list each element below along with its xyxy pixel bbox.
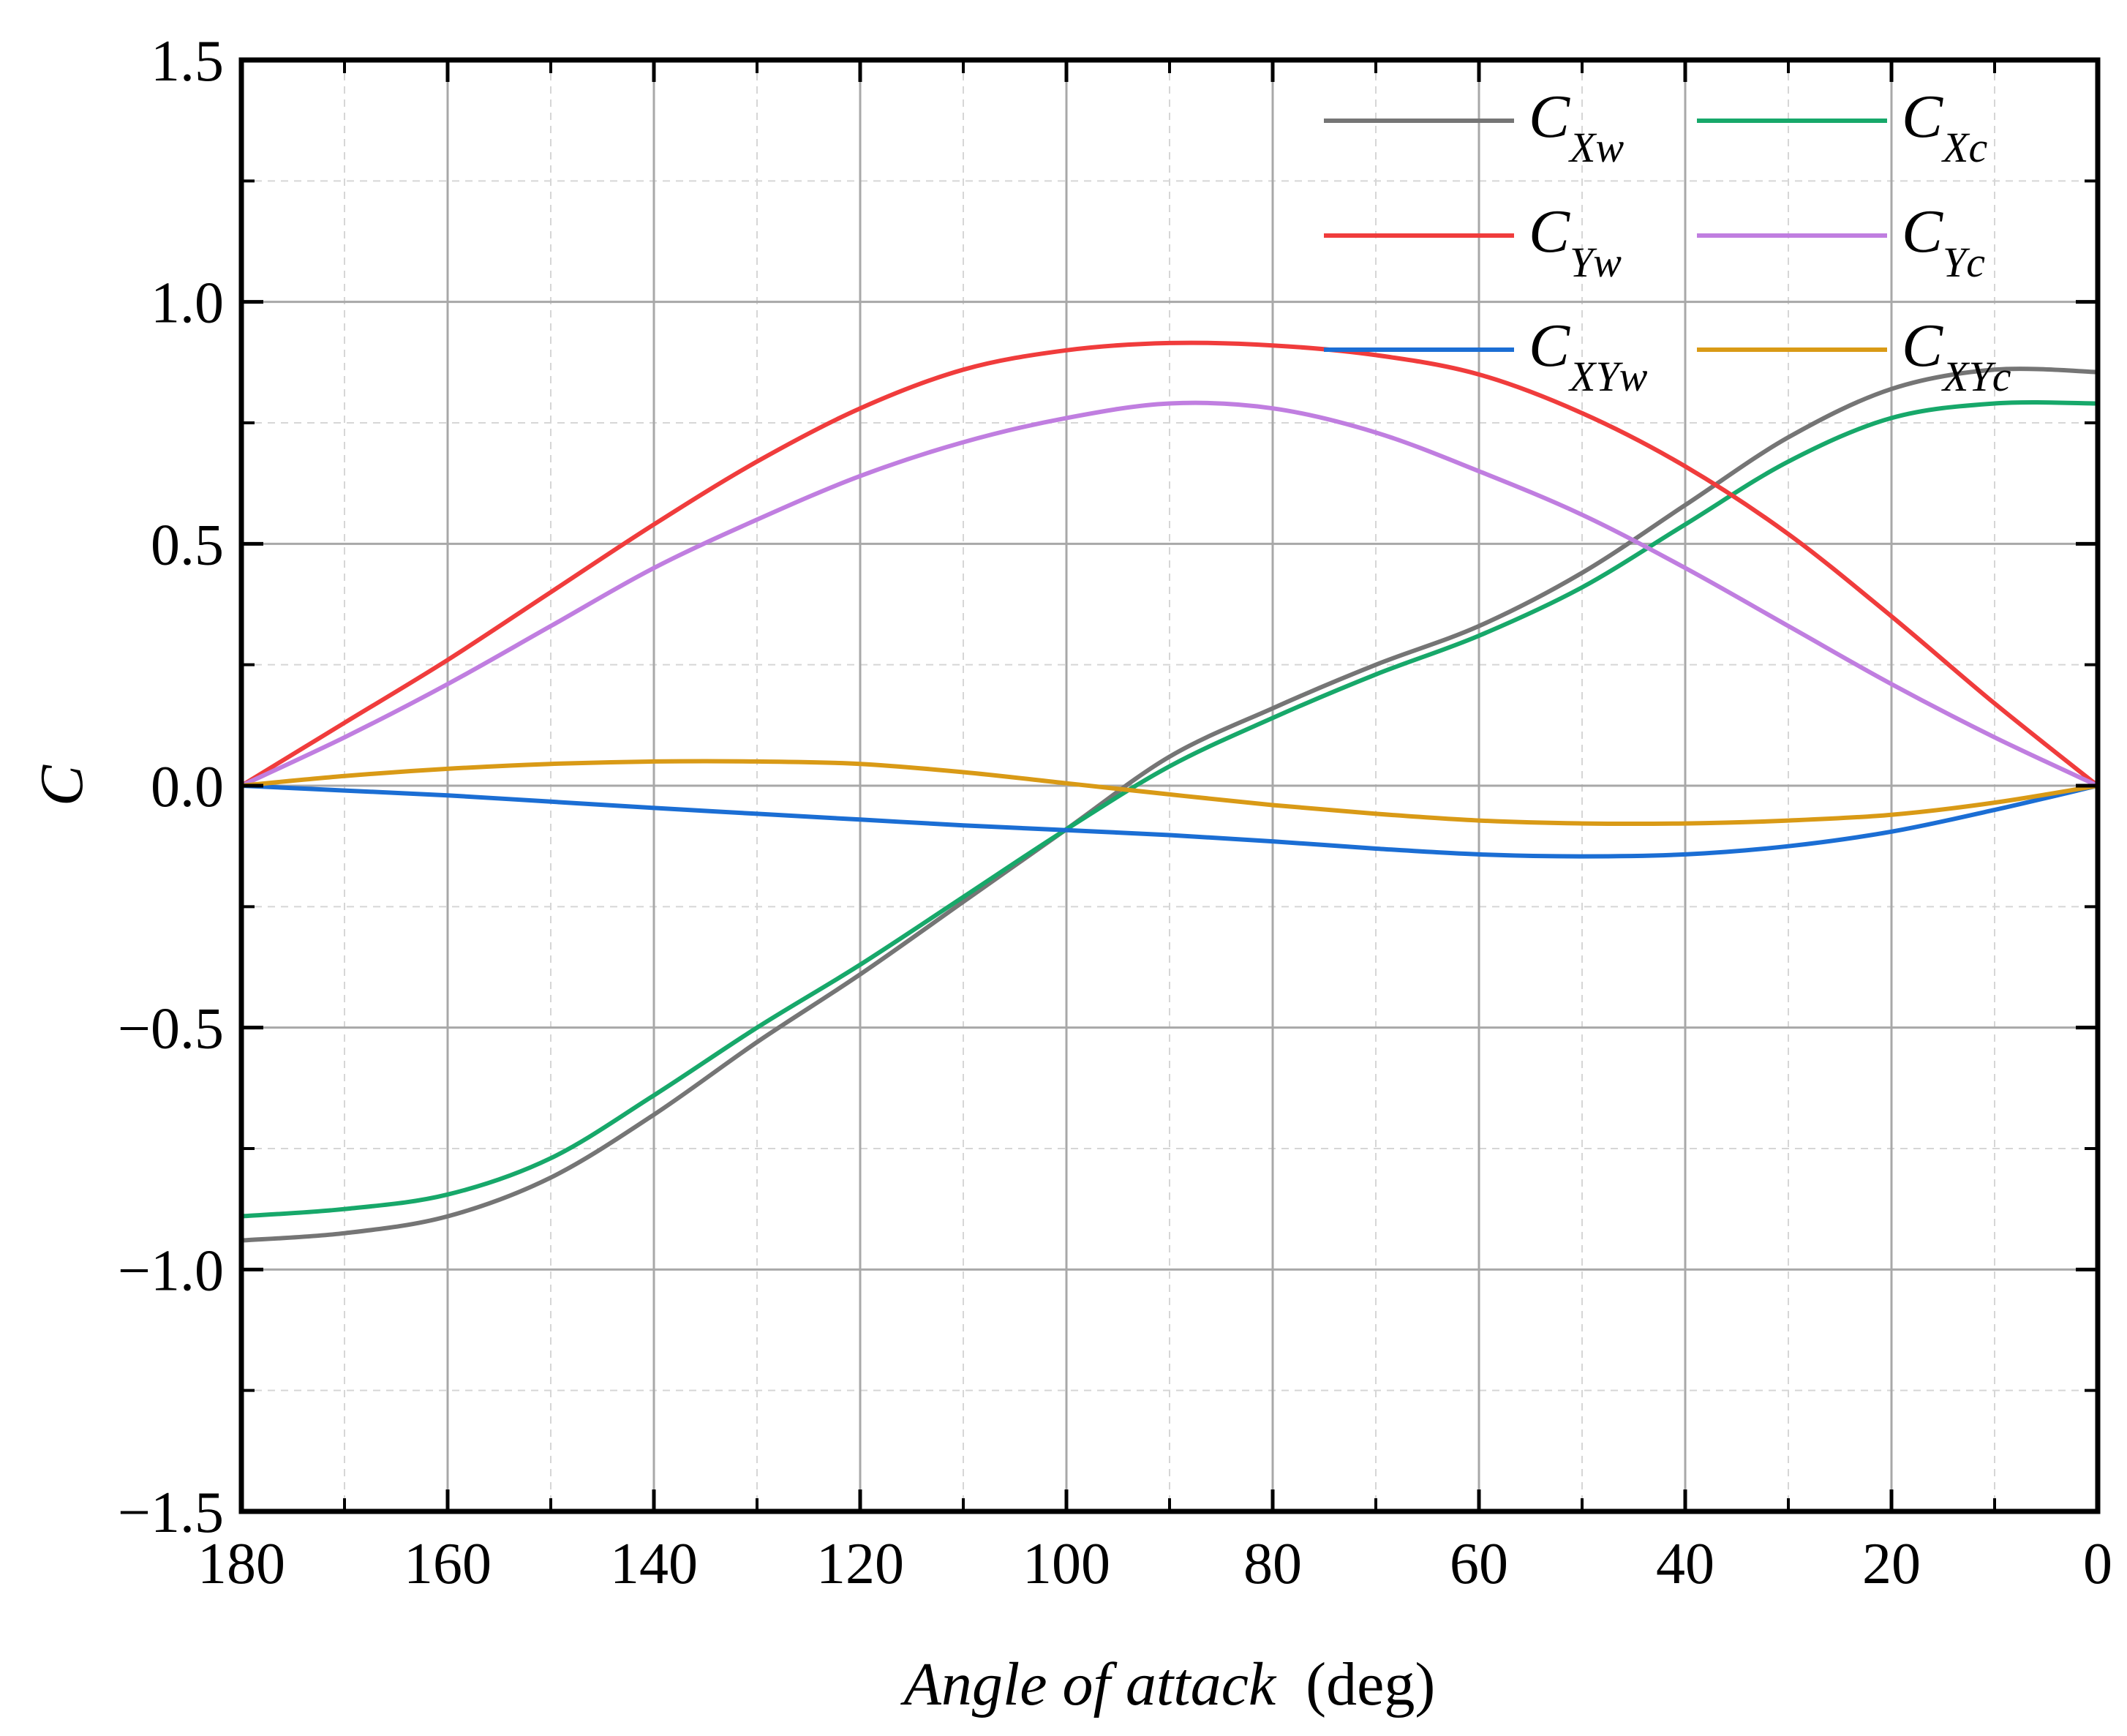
series-line-c-xc [239,400,2100,1219]
series-line-c-xyw [239,784,2100,859]
x-axis-title: Angle of attack (deg) [900,1650,1436,1718]
x-tick-label: 180 [197,1532,285,1596]
legend-label-c-xc: CXc [1902,83,1987,171]
y-tick-label: 1.5 [151,29,224,94]
x-tick-label: 60 [1450,1532,1508,1596]
x-tick-label: 160 [404,1532,492,1596]
legend-label-c-xw: CXw [1529,83,1624,171]
series-line-c-xyc [239,759,2100,827]
x-tick-label: 120 [816,1532,904,1596]
series-line-c-xw [239,367,2100,1243]
x-tick-label: 40 [1656,1532,1714,1596]
tick-labels: 180 160 140 120 100 80 60 40 20 0 1.5 1.0 0.5 0.0 −0.5… [118,29,2112,1596]
axis-ticks [239,58,2100,1514]
x-tick-label: 20 [1862,1532,1921,1596]
grid [240,59,2099,1513]
legend-subscript: Yw [1570,238,1622,286]
legend-subscript: Xw [1568,124,1624,171]
y-tick-label: −1.5 [118,1481,224,1545]
x-tick-label: 140 [610,1532,698,1596]
y-tick-label: −1.0 [118,1239,224,1303]
x-tick-label: 0 [2083,1532,2112,1596]
x-tick-label: 100 [1023,1532,1110,1596]
y-tick-label: −0.5 [118,997,224,1061]
legend-subscript: Xc [1941,124,1987,171]
x-tick-label: 80 [1243,1532,1302,1596]
series-lines [239,340,2100,1243]
legend-label-c-xyw: CXYw [1529,312,1648,400]
series-line-c-yw [239,340,2100,788]
legend-label-c-yc: CYc [1902,198,1985,286]
legend-subscript: Yc [1943,238,1985,286]
y-tick-label: 0.5 [151,513,224,577]
series-line-c-yc [239,400,2100,788]
x-axis-title-italic: Angle of attack [900,1650,1277,1718]
y-tick-label: 1.0 [151,271,224,336]
y-axis-title: C [28,764,96,806]
x-axis-title-unit: (deg) [1306,1650,1435,1718]
legend-label-c-yw: CYw [1529,198,1622,286]
y-tick-label: 0.0 [151,755,224,819]
legend-subscript: XYc [1941,353,2011,400]
legend-subscript: XYw [1568,353,1648,400]
